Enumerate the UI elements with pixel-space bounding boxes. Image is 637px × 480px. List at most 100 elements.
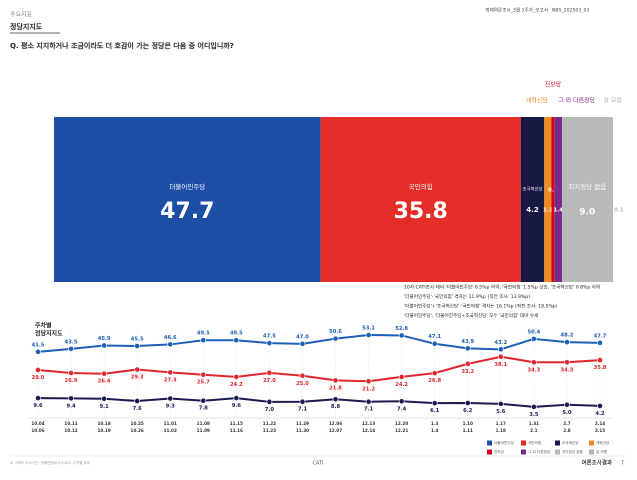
question: Q. 평소 지지하거나 조금이라도 더 호감이 가는 정당은 다음 중 어디입니… bbox=[10, 41, 234, 50]
data-point bbox=[35, 395, 41, 401]
data-point bbox=[365, 332, 372, 338]
data-label: 7.1 bbox=[298, 407, 308, 413]
data-label: 46.6 bbox=[164, 335, 177, 341]
segment-name: 국민의힘 bbox=[409, 182, 433, 191]
data-point bbox=[530, 359, 537, 366]
data-point bbox=[564, 339, 570, 346]
line-title: 정당지지도 bbox=[35, 330, 63, 338]
legend-swatch bbox=[555, 449, 560, 455]
data-point bbox=[68, 395, 74, 402]
data-point bbox=[299, 340, 306, 347]
data-label: 34.3 bbox=[527, 367, 540, 373]
legend-swatch bbox=[521, 440, 526, 446]
data-point bbox=[398, 332, 405, 339]
x-tick-label: 12.21 bbox=[395, 428, 408, 433]
data-label: 3.5 bbox=[529, 412, 539, 418]
report-name: 정례여론조사_3월 1주차_보고서 bbox=[485, 7, 548, 14]
x-tick-label: 1.11 bbox=[463, 428, 473, 433]
data-point bbox=[365, 378, 372, 385]
data-point bbox=[431, 400, 438, 407]
data-label: 24.2 bbox=[395, 382, 408, 388]
data-point bbox=[597, 403, 603, 409]
footer-center: CATI bbox=[312, 461, 323, 467]
data-point bbox=[68, 370, 74, 376]
data-label: 26.9 bbox=[65, 378, 78, 384]
data-point bbox=[200, 337, 207, 344]
x-tick-label: 2.8 bbox=[563, 428, 571, 433]
data-label: 24.2 bbox=[230, 382, 243, 388]
data-point bbox=[134, 343, 141, 349]
data-point bbox=[233, 395, 240, 401]
data-label: 7.4 bbox=[397, 406, 407, 412]
data-label: 9.6 bbox=[232, 403, 242, 409]
data-label: 7.1 bbox=[364, 407, 374, 413]
x-tick-label: 2.15 bbox=[595, 428, 605, 433]
segment-value: 9.0 bbox=[579, 208, 595, 218]
x-tick-label: 2.14 bbox=[595, 421, 605, 426]
x-tick-label: 2.1 bbox=[530, 428, 538, 433]
data-label: 48.2 bbox=[561, 333, 574, 339]
x-tick-label: 11.22 bbox=[263, 421, 276, 426]
data-label: 9.1 bbox=[100, 404, 110, 410]
data-point bbox=[35, 348, 41, 355]
x-tick-label: 2.7 bbox=[563, 421, 571, 426]
note: '더불어민주당'+'조국혁신당'-'국민의힘' 격차는 16.1%p (직전 조… bbox=[404, 303, 558, 310]
data-label: 50.4 bbox=[527, 329, 540, 335]
segment-value: 1.4 bbox=[553, 208, 563, 214]
data-label: 50.6 bbox=[329, 329, 342, 335]
segment-name: 진보당 bbox=[545, 81, 562, 89]
data-label: 45.5 bbox=[131, 337, 144, 343]
data-label: 34.3 bbox=[561, 367, 574, 373]
data-label: 7.6 bbox=[133, 406, 143, 412]
data-label: 49.5 bbox=[230, 331, 243, 337]
data-point bbox=[35, 367, 41, 373]
data-point bbox=[134, 398, 141, 404]
series-line bbox=[37, 397, 601, 408]
x-tick-label: 12.06 bbox=[329, 421, 342, 426]
data-point bbox=[101, 370, 108, 377]
x-tick-label: 11.08 bbox=[197, 421, 210, 426]
series-line bbox=[37, 334, 601, 353]
data-point bbox=[200, 397, 207, 404]
segment-name: 지지정당 없음 bbox=[568, 182, 606, 191]
bar-segment bbox=[54, 117, 321, 282]
data-point bbox=[332, 335, 339, 342]
legend-swatch bbox=[589, 440, 594, 446]
data-label: 35.8 bbox=[594, 365, 607, 371]
x-tick-label: 11.30 bbox=[296, 428, 309, 433]
data-label: 4.2 bbox=[595, 411, 605, 417]
report-code: NBS_202503_03 bbox=[552, 8, 589, 14]
data-point bbox=[200, 371, 207, 378]
data-point bbox=[564, 359, 570, 366]
data-point bbox=[530, 404, 537, 410]
x-tick-label: 1.18 bbox=[496, 428, 506, 433]
legend-label: 더불어민주당 bbox=[494, 440, 515, 445]
bar-segment bbox=[520, 117, 545, 282]
data-label: 43.9 bbox=[461, 339, 474, 345]
data-label: 38.1 bbox=[494, 362, 507, 368]
legend-label: 국민의힘 bbox=[528, 440, 541, 445]
data-point bbox=[597, 357, 603, 363]
data-point bbox=[266, 398, 273, 405]
data-point bbox=[299, 398, 306, 405]
legend-label: 개혁신당 bbox=[596, 440, 610, 445]
x-tick-label: 11.16 bbox=[230, 428, 243, 433]
footer-note: ※ 그래프 조사기간: 전화면접조사(CATI) 주차별 추이 bbox=[10, 460, 90, 465]
legend-label: 그 외 다른정당 bbox=[528, 449, 551, 454]
data-point bbox=[398, 398, 405, 405]
segment-value: 0.1 bbox=[614, 208, 624, 214]
segment-name: 개혁신당 bbox=[526, 97, 549, 105]
data-label: 43.2 bbox=[494, 340, 507, 346]
footer-brand: 여론조사결과 bbox=[582, 459, 612, 467]
legend-label: 진보당 bbox=[494, 449, 505, 454]
line-title: 주차별 bbox=[35, 322, 52, 330]
data-point bbox=[398, 374, 405, 380]
data-point bbox=[497, 346, 504, 353]
legend-swatch bbox=[555, 440, 560, 446]
segment-name: 더불어민주당 bbox=[169, 182, 205, 191]
data-point bbox=[464, 400, 471, 406]
data-label: 41.5 bbox=[32, 342, 45, 348]
data-point bbox=[332, 377, 339, 384]
x-tick-label: 11.29 bbox=[296, 421, 309, 426]
data-label: 43.5 bbox=[65, 339, 78, 345]
